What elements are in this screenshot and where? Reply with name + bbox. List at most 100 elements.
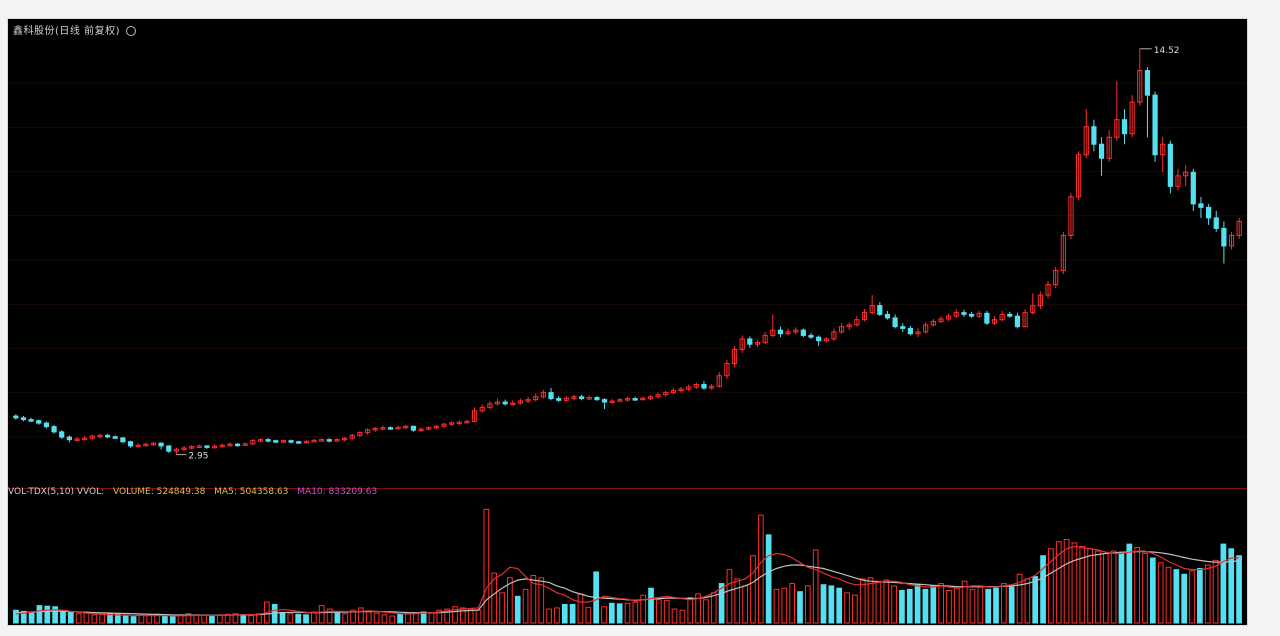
- candle: [1190, 168, 1196, 211]
- candle: [433, 424, 439, 430]
- candle-body: [471, 410, 478, 422]
- candle-body: [372, 427, 378, 431]
- volume-bar: [938, 583, 944, 624]
- candle-body: [816, 336, 822, 342]
- volume-bar: [209, 615, 215, 624]
- candle: [923, 322, 929, 334]
- candle: [571, 394, 577, 401]
- volume-bar: [248, 614, 254, 624]
- volume-bar: [224, 613, 231, 624]
- candle-body: [838, 326, 845, 333]
- volume-bar: [734, 578, 741, 624]
- volume-bar: [216, 614, 223, 624]
- ma5-label: MA5: 504358.63: [214, 487, 289, 497]
- candle-body: [189, 446, 195, 449]
- candle-body: [1228, 234, 1235, 247]
- volume-bar: [20, 610, 27, 624]
- candle: [51, 424, 57, 434]
- candle-body: [632, 398, 638, 401]
- volume-bar: [287, 613, 294, 624]
- candle-body: [808, 334, 814, 338]
- volume-bar: [593, 571, 599, 624]
- candle: [999, 310, 1005, 322]
- candle-body: [510, 402, 516, 406]
- candle-body: [724, 362, 730, 377]
- candle-body: [609, 400, 615, 404]
- candle-body: [36, 420, 42, 424]
- panel-separator: [8, 488, 1247, 489]
- candle: [1060, 231, 1066, 275]
- volume-bar: [726, 569, 733, 624]
- candle-body: [754, 341, 761, 345]
- candle-body: [441, 423, 447, 427]
- candle-body: [823, 338, 829, 342]
- candle-body: [97, 434, 103, 438]
- volume-bar: [710, 592, 717, 624]
- candle-body: [1083, 126, 1089, 156]
- candle: [257, 438, 264, 443]
- volume-bar: [1079, 545, 1086, 624]
- candle-body: [296, 441, 302, 444]
- volume-bar: [522, 588, 529, 624]
- candle-body: [158, 442, 164, 447]
- volume-bar: [154, 613, 160, 624]
- volume-bar: [381, 614, 388, 624]
- candle-body: [1144, 70, 1151, 96]
- volume-bar: [773, 588, 780, 624]
- candle-body: [59, 431, 65, 438]
- candle: [1068, 193, 1074, 239]
- candle: [647, 395, 654, 401]
- candle: [884, 310, 891, 320]
- volume-bar: [232, 613, 239, 624]
- candle: [36, 419, 42, 425]
- candle: [915, 328, 921, 338]
- volume-ma10-line: [15, 551, 1240, 616]
- candle: [502, 399, 508, 406]
- candle-body: [548, 392, 554, 400]
- volume-bar: [765, 534, 772, 624]
- volume-bar: [475, 609, 482, 624]
- candle-body: [357, 432, 363, 436]
- candle: [938, 316, 944, 324]
- candle: [265, 438, 271, 443]
- candle: [471, 407, 478, 423]
- volume-bar: [1063, 538, 1070, 624]
- candle: [280, 439, 287, 444]
- volume-bar: [1110, 550, 1117, 624]
- candle: [968, 311, 975, 318]
- candle: [204, 445, 210, 449]
- candle-body: [517, 400, 524, 404]
- indicator-name[interactable]: VOL-TDX(5,10) VVOL:: [8, 487, 105, 497]
- volume-bar: [1236, 555, 1242, 624]
- candle: [387, 426, 394, 430]
- candle-body: [502, 401, 508, 405]
- candle: [869, 295, 875, 315]
- candle: [701, 381, 707, 390]
- candle: [724, 359, 730, 380]
- volume-bar: [169, 616, 176, 624]
- settings-circle-icon[interactable]: [125, 26, 136, 36]
- candle-body: [1213, 217, 1219, 229]
- candle-body: [594, 397, 600, 401]
- candle: [609, 398, 615, 404]
- candle: [762, 331, 768, 345]
- volume-bar: [67, 612, 74, 624]
- volume-bar: [718, 583, 725, 624]
- candle: [693, 382, 699, 390]
- candle-body: [693, 384, 699, 388]
- candle: [13, 414, 19, 420]
- volume-bar: [1126, 543, 1133, 624]
- volume-bar: [530, 574, 537, 624]
- candle: [1076, 151, 1082, 201]
- volume-bar: [601, 606, 607, 624]
- candle-body: [364, 429, 371, 434]
- candle: [678, 386, 684, 393]
- candle-body: [265, 439, 271, 442]
- candle: [173, 447, 179, 455]
- candle-body: [525, 399, 531, 402]
- candle-body: [999, 313, 1005, 321]
- candle-body: [288, 440, 294, 443]
- volume-bar: [1016, 573, 1023, 624]
- candle: [739, 335, 745, 353]
- candle-body: [487, 403, 493, 408]
